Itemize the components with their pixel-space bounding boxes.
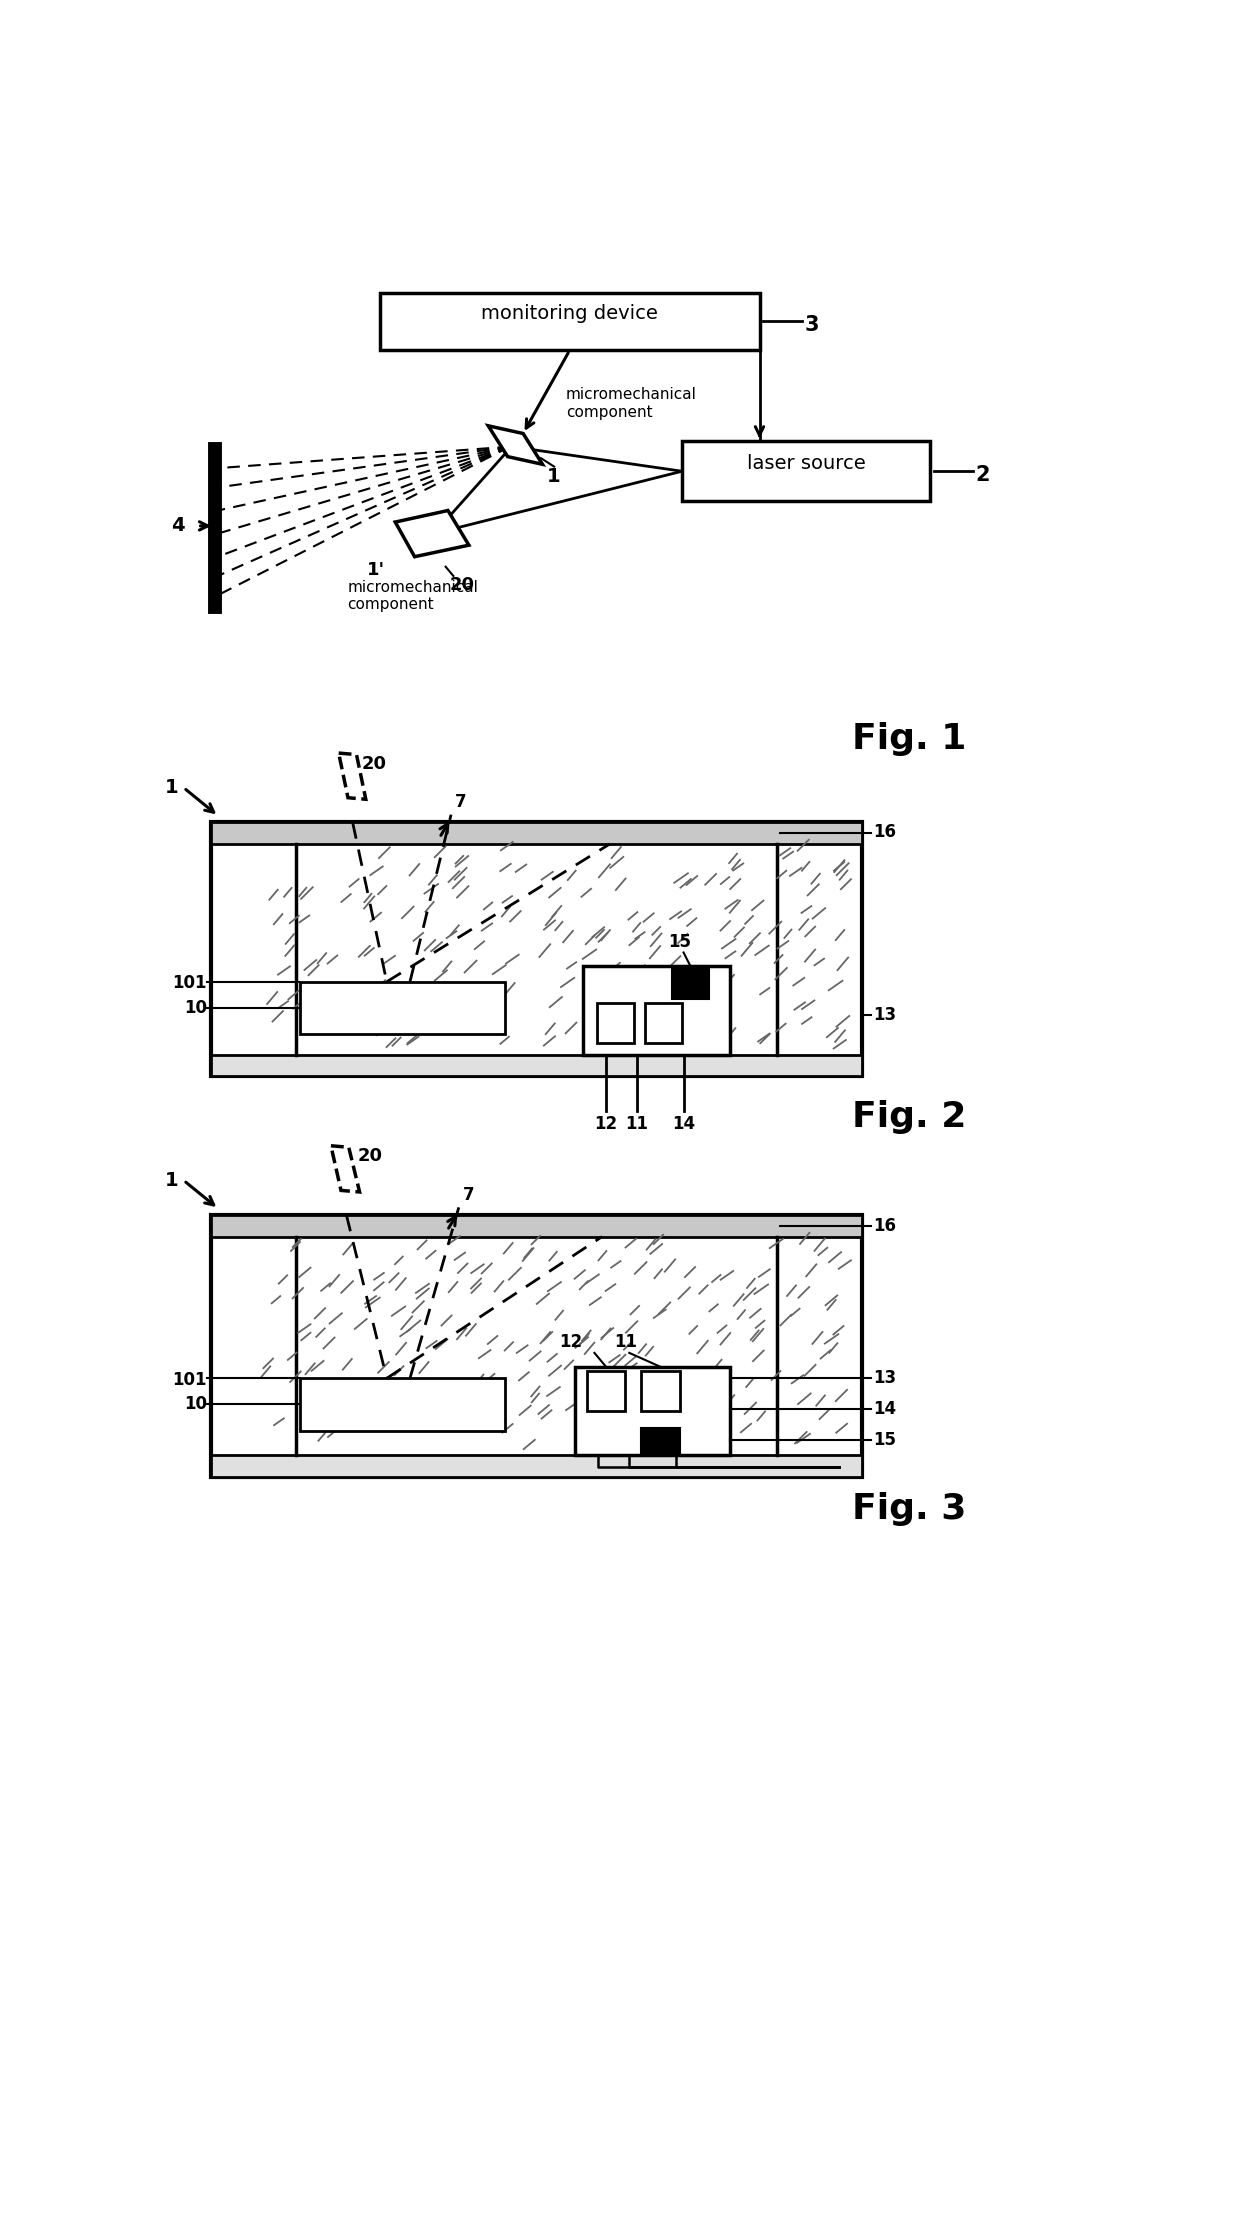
Text: 14: 14	[873, 1400, 897, 1418]
Text: 16: 16	[873, 822, 897, 840]
Bar	[379, 293, 759, 351]
Text: micromechanical
component: micromechanical component	[565, 386, 697, 420]
Text: 12: 12	[559, 1333, 583, 1351]
Bar	[645, 1003, 682, 1043]
Text: 4: 4	[171, 516, 185, 536]
Bar	[211, 1054, 862, 1076]
Bar	[211, 1215, 862, 1476]
Text: 20: 20	[449, 576, 475, 594]
Text: 1: 1	[165, 779, 179, 797]
Bar	[583, 967, 730, 1054]
Bar	[672, 967, 709, 998]
Text: 7: 7	[455, 793, 466, 811]
Polygon shape	[331, 1146, 360, 1192]
Bar	[211, 1215, 862, 1237]
Text: 1': 1'	[367, 560, 384, 578]
Text: 7: 7	[463, 1186, 474, 1204]
Bar	[300, 1378, 506, 1431]
Polygon shape	[396, 511, 469, 556]
Text: 10: 10	[184, 998, 207, 1016]
Bar	[682, 442, 930, 500]
Text: 2: 2	[975, 464, 990, 485]
Bar	[596, 1003, 634, 1043]
Text: 1: 1	[165, 1170, 179, 1190]
Text: 1: 1	[547, 467, 560, 485]
Bar	[211, 1456, 862, 1476]
Bar	[587, 1371, 625, 1411]
Text: 12: 12	[594, 1114, 618, 1132]
Text: 15: 15	[873, 1431, 897, 1449]
Text: 3: 3	[805, 315, 818, 335]
Polygon shape	[339, 753, 366, 799]
Text: 15: 15	[668, 933, 691, 951]
Text: 20: 20	[362, 755, 387, 773]
Bar	[211, 822, 862, 1076]
Text: 20: 20	[358, 1148, 383, 1166]
Text: micromechanical
component: micromechanical component	[347, 581, 479, 612]
Text: Fig. 2: Fig. 2	[853, 1099, 967, 1134]
Polygon shape	[489, 427, 543, 464]
Text: 101: 101	[172, 1371, 207, 1389]
Bar	[641, 1371, 680, 1411]
Bar	[641, 1429, 680, 1456]
Bar	[211, 822, 862, 844]
Text: Fig. 3: Fig. 3	[853, 1492, 967, 1527]
Text: 14: 14	[672, 1114, 696, 1132]
Bar	[300, 983, 506, 1034]
Text: Fig. 1: Fig. 1	[853, 721, 967, 757]
Text: 13: 13	[873, 1369, 897, 1387]
Bar	[575, 1367, 730, 1456]
Text: 10: 10	[184, 1396, 207, 1413]
Text: 16: 16	[873, 1217, 897, 1235]
Text: 11: 11	[614, 1333, 637, 1351]
Text: 13: 13	[873, 1005, 897, 1025]
Text: laser source: laser source	[746, 453, 866, 473]
Text: 101: 101	[172, 974, 207, 991]
Text: monitoring device: monitoring device	[481, 304, 658, 324]
Text: 11: 11	[625, 1114, 649, 1132]
